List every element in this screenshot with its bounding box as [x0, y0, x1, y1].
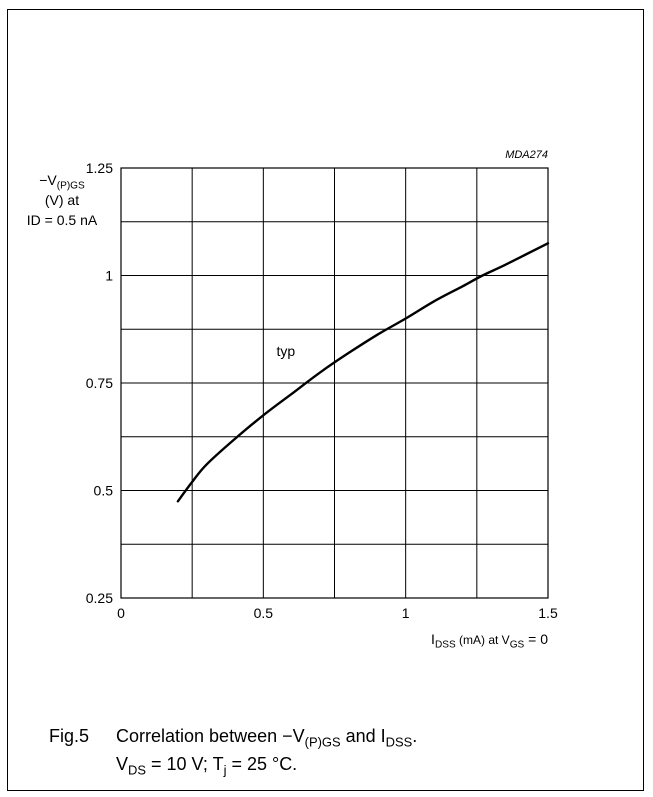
curve-annotation-typ: typ: [276, 343, 295, 359]
y-axis-label-line2: (V) at: [44, 192, 80, 208]
x-tick-label: 1.5: [538, 605, 558, 621]
y-tick-label: 1.25: [86, 160, 113, 176]
x-tick-label: 0: [117, 605, 125, 621]
caption-line1: Correlation between −V(P)GS and IDSS.: [116, 726, 418, 750]
y-tick-label: 1: [105, 268, 113, 284]
y-axis-label-line3: ID = 0.5 nA: [26, 212, 98, 228]
series-line-typ: [176, 242, 550, 503]
x-tick-label: 0.5: [254, 605, 274, 621]
plot-border: [120, 167, 549, 599]
chart-code: MDA274: [505, 149, 548, 161]
y-axis-label-line1: −V(P)GS: [39, 172, 85, 192]
y-tick-label: 0.75: [86, 375, 113, 391]
figure-frame: [7, 9, 644, 791]
caption-figure-number: Fig.5: [49, 726, 90, 746]
y-tick-label: 0.25: [86, 590, 113, 606]
y-axis-label: −V(P)GS (V) at ID = 0.5 nA: [8, 170, 116, 230]
x-tick-label: 1: [402, 605, 410, 621]
y-tick-label: 0.5: [94, 483, 114, 499]
caption-line2: VDS = 10 V; Tj = 25 °C.: [116, 754, 298, 778]
x-axis-label: IDSS (mA) at VGS = 0: [431, 631, 548, 651]
